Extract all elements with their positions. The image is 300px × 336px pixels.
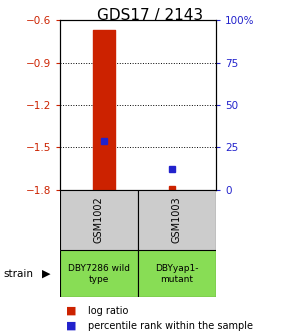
Text: ▶: ▶ xyxy=(42,269,51,279)
Bar xyxy=(60,250,138,297)
Text: DBY7286 wild
type: DBY7286 wild type xyxy=(68,264,130,284)
Text: GSM1002: GSM1002 xyxy=(94,197,104,244)
Text: ■: ■ xyxy=(66,321,76,331)
Text: ■: ■ xyxy=(66,306,76,316)
Text: log ratio: log ratio xyxy=(88,306,129,316)
Text: GSM1003: GSM1003 xyxy=(172,197,182,243)
Text: GDS17 / 2143: GDS17 / 2143 xyxy=(97,8,203,24)
Text: DBYyap1-
mutant: DBYyap1- mutant xyxy=(155,264,199,284)
Text: percentile rank within the sample: percentile rank within the sample xyxy=(88,321,254,331)
Bar xyxy=(60,190,138,250)
Bar xyxy=(138,190,216,250)
Text: strain: strain xyxy=(3,269,33,279)
Bar xyxy=(138,250,216,297)
